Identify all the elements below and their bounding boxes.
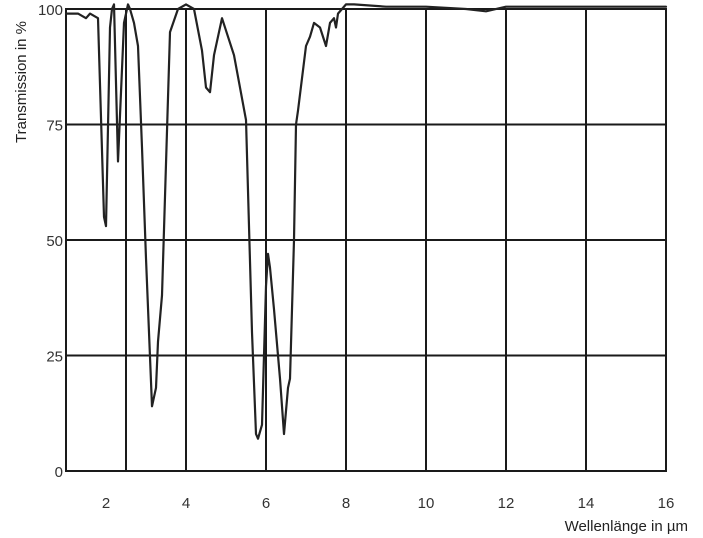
x-tick-label: 6: [262, 495, 270, 512]
grid: [65, 8, 667, 472]
y-tick-label: 0: [55, 464, 63, 481]
x-axis-label: Wellenlänge in µm: [565, 518, 688, 535]
x-tick-label: 16: [658, 495, 675, 512]
x-tick-labels: 2 4 6 8 10 12 14 16: [102, 495, 675, 512]
x-tick-label: 12: [498, 495, 515, 512]
x-tick-label: 14: [578, 495, 595, 512]
y-tick-label: 50: [46, 233, 63, 250]
x-tick-label: 2: [102, 495, 110, 512]
y-tick-label: 100: [38, 2, 63, 19]
transmission-line: [64, 3, 668, 440]
x-tick-label: 4: [182, 495, 190, 512]
y-tick-labels: 0 25 50 75 100: [38, 2, 63, 481]
x-tick-label: 10: [418, 495, 435, 512]
x-tick-label: 8: [342, 495, 350, 512]
y-axis-label: Transmission in %: [13, 21, 30, 143]
y-tick-label: 75: [46, 118, 63, 135]
y-tick-label: 25: [46, 349, 63, 366]
series-layer: [64, 3, 668, 440]
